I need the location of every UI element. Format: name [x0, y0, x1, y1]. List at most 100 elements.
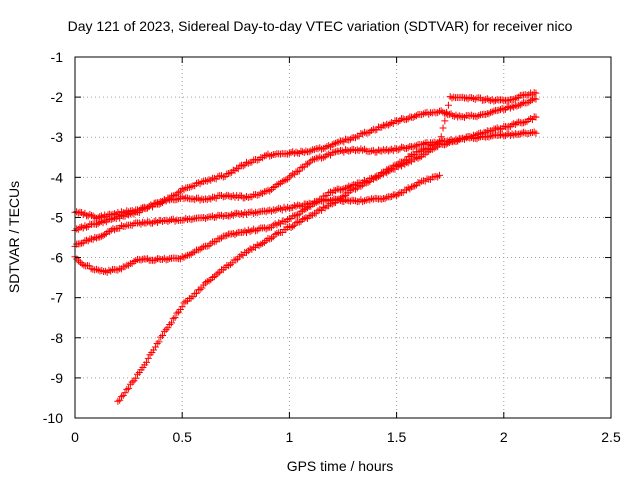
data-point: [418, 111, 426, 119]
data-point: [107, 216, 115, 224]
data-point: [117, 222, 125, 230]
data-point: [189, 195, 197, 203]
data-point: [520, 128, 528, 136]
data-point: [284, 150, 292, 158]
data-point: [169, 315, 177, 323]
x-tick-label: 1.5: [387, 429, 407, 445]
data-point: [282, 205, 290, 213]
data-point: [212, 271, 220, 279]
data-point: [527, 115, 535, 123]
data-point: [76, 259, 84, 267]
data-point: [345, 182, 353, 190]
data-point: [159, 332, 167, 340]
data-point: [184, 194, 192, 202]
data-point: [110, 265, 118, 273]
data-point: [160, 327, 168, 335]
data-point: [359, 146, 367, 154]
data-point: [239, 162, 247, 170]
data-point: [117, 211, 125, 219]
data-point: [482, 128, 490, 136]
data-point: [466, 132, 474, 140]
data-point: [157, 333, 165, 341]
data-point: [411, 182, 419, 190]
data-point: [294, 168, 302, 176]
plot-frame: [74, 56, 612, 419]
data-point: [259, 189, 267, 197]
data-point: [478, 130, 486, 138]
data-point: [244, 247, 252, 255]
data-point: [357, 182, 365, 190]
data-point: [194, 179, 202, 187]
data-point: [366, 196, 374, 204]
data-point: [78, 260, 86, 268]
data-point: [223, 191, 231, 199]
data-point: [212, 213, 220, 221]
data-point: [318, 206, 326, 214]
data-point: [312, 199, 320, 207]
data-point: [121, 389, 129, 397]
data-point: [173, 309, 181, 317]
data-point: [266, 187, 274, 195]
data-point: [162, 197, 170, 205]
data-point: [381, 122, 389, 130]
data-point: [493, 124, 501, 132]
data-point: [396, 117, 404, 125]
data-point: [287, 172, 295, 180]
data-point: [144, 255, 152, 263]
data-point: [530, 95, 538, 103]
data-point: [255, 242, 263, 250]
data-point: [386, 146, 394, 154]
data-point: [87, 265, 95, 273]
data-point: [253, 209, 261, 217]
data-point: [404, 144, 412, 152]
data-point: [335, 196, 343, 204]
data-point: [503, 123, 511, 131]
data-point: [364, 129, 372, 137]
data-point: [189, 249, 197, 257]
data-point: [91, 213, 99, 221]
data-point: [328, 141, 336, 149]
data-point: [166, 321, 174, 329]
data-point: [409, 143, 417, 151]
data-point: [257, 240, 265, 248]
data-point: [318, 145, 326, 153]
data-point: [150, 346, 158, 354]
data-point: [273, 181, 281, 189]
data-point: [182, 252, 190, 260]
data-point: [435, 140, 443, 148]
y-tick-label: -4: [51, 169, 64, 185]
data-point: [142, 255, 150, 263]
data-point: [155, 199, 163, 207]
data-point: [198, 284, 206, 292]
data-point: [434, 173, 442, 181]
data-point: [488, 108, 496, 116]
data-point: [425, 110, 433, 118]
data-point: [532, 95, 540, 103]
data-point: [391, 191, 399, 199]
data-point: [346, 186, 354, 194]
data-point: [362, 179, 370, 187]
data-point: [255, 225, 263, 233]
data-point: [371, 174, 379, 182]
data-point: [264, 207, 272, 215]
data-point: [128, 209, 136, 217]
data-point: [226, 169, 234, 177]
data-series-layer: [71, 89, 540, 405]
data-point: [164, 256, 172, 264]
data-point: [384, 165, 392, 173]
data-point: [485, 110, 493, 118]
data-point: [285, 204, 293, 212]
data-point: [359, 130, 367, 138]
data-point: [515, 118, 523, 126]
data-point: [366, 128, 374, 136]
data-point: [304, 160, 312, 168]
data-point: [268, 207, 276, 215]
data-point: [180, 299, 188, 307]
data-point: [437, 133, 445, 141]
data-point: [452, 111, 460, 119]
data-point: [74, 209, 82, 217]
data-point: [520, 119, 528, 127]
data-point: [207, 240, 215, 248]
data-point: [321, 144, 329, 152]
data-point: [485, 127, 493, 135]
